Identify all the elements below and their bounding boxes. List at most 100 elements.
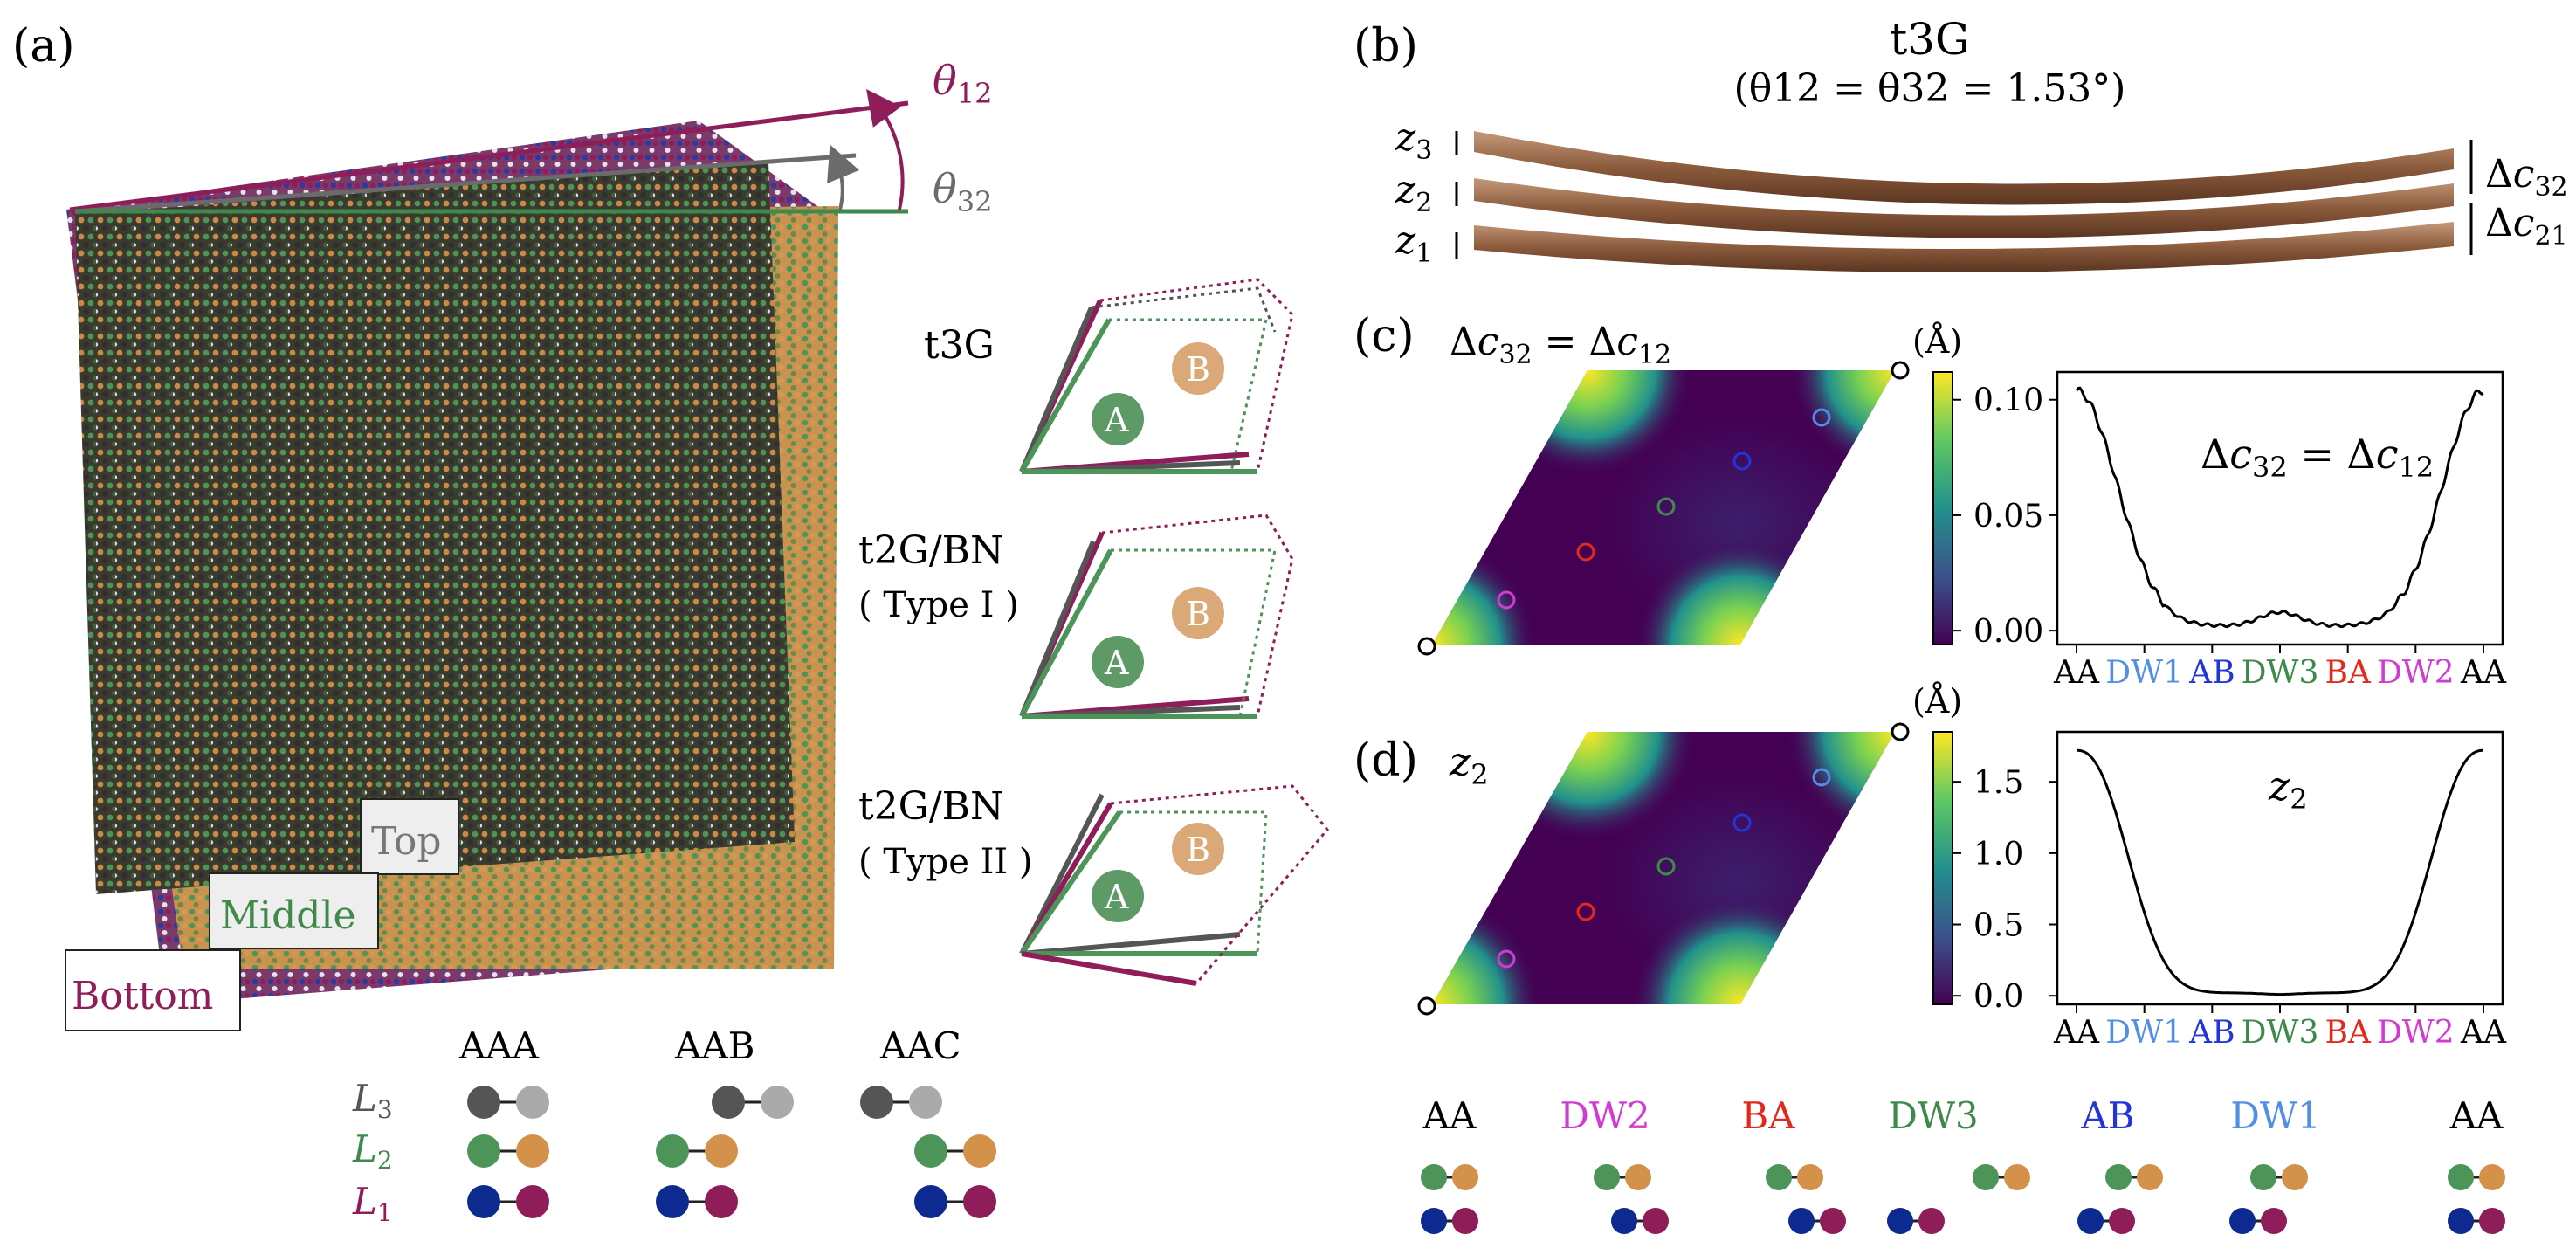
svg-text:Top: Top <box>371 819 442 864</box>
colorbar-d <box>1932 731 1953 1005</box>
panel-label-d: (d) <box>1353 734 1418 787</box>
map-c <box>1432 370 1895 645</box>
site-ba-c <box>1576 542 1595 562</box>
plot-c-label: Δc32 = Δc12 <box>2201 431 2434 484</box>
legend-label: DW1 <box>2230 1094 2321 1137</box>
legend-label: DW2 <box>1560 1094 1650 1137</box>
map-d <box>1432 732 1895 1004</box>
plot-c-yticks: 0.10 0.05 0.00 <box>1953 383 2057 650</box>
x-tick-label: DW2 <box>2377 655 2455 691</box>
y-tick-label: 0.10 <box>1973 383 2043 419</box>
theta12-label: θ12 <box>933 57 992 110</box>
x-tick-label: BA <box>2325 1015 2371 1051</box>
legend-label: AA <box>1422 1094 1477 1137</box>
atom-orange <box>1797 1164 1823 1190</box>
panel-label-a: (a) <box>12 20 75 72</box>
atom-orange <box>1452 1164 1478 1190</box>
x-tick-label: AA <box>2053 1015 2100 1051</box>
schematic-sub: ( Type II ) <box>858 842 1033 882</box>
atom-blue <box>1421 1208 1447 1234</box>
legend-label: AA <box>2449 1094 2504 1137</box>
atom-orange <box>2479 1164 2505 1190</box>
legend-label: DW3 <box>1888 1094 1979 1137</box>
svg-text:Bottom: Bottom <box>72 974 213 1018</box>
panel-d-map-title: z2 <box>1449 738 1489 791</box>
x-tick-label: DW1 <box>2105 655 2183 691</box>
dimer-aac-l2 <box>914 1134 996 1168</box>
tag-top: Top <box>360 798 459 875</box>
site-dw1-d <box>1812 768 1831 787</box>
stack-col-aaa: AAA <box>458 1024 540 1067</box>
panel-c-map-title: Δc32 = Δc12 <box>1450 320 1671 370</box>
top-lattice-layer <box>75 162 795 894</box>
x-tick-label: AB <box>2188 1015 2235 1051</box>
site-ba-d <box>1576 902 1595 921</box>
panel-b-title: t3G <box>1890 14 1970 65</box>
atom-blue <box>1611 1208 1637 1234</box>
atom-green <box>2250 1164 2276 1190</box>
y-tick-label: 1.5 <box>1973 765 2023 801</box>
schematic-t3g: t3G A B <box>924 278 1294 474</box>
atom-green <box>2105 1164 2132 1190</box>
atom-green <box>1973 1164 1999 1190</box>
stack-col-aab: AAB <box>674 1024 755 1067</box>
dimer-aac-l3 <box>860 1086 942 1119</box>
atom-green <box>1766 1164 1792 1190</box>
dimer-aaa-l1 <box>467 1185 549 1218</box>
dimer-aaa-l2 <box>467 1134 549 1168</box>
colorbar-c-unit: (Å) <box>1912 322 1962 361</box>
tag-middle: Middle <box>209 872 379 949</box>
legend-label: AB <box>2080 1094 2134 1137</box>
plot-d-curve <box>2076 748 2484 996</box>
svg-text:A: A <box>1104 878 1129 916</box>
row-l3: L3 <box>352 1077 393 1124</box>
atom-red <box>2261 1208 2287 1234</box>
svg-text:A: A <box>1104 401 1129 439</box>
dimer-aab-l2 <box>656 1134 738 1168</box>
site-dw2-c <box>1497 590 1516 610</box>
svg-text:Middle: Middle <box>220 893 356 938</box>
row-l2: L2 <box>352 1127 393 1175</box>
tag-bottom: Bottom <box>65 949 241 1031</box>
atom-blue <box>2229 1208 2256 1234</box>
atom-red <box>2479 1208 2505 1234</box>
x-tick-label: DW2 <box>2377 1015 2455 1051</box>
map-d-corner-marker-tr <box>1891 722 1910 741</box>
dc32-label: Δc32 <box>2485 152 2568 203</box>
theta32-line <box>74 153 857 214</box>
svg-text:A: A <box>1104 644 1129 682</box>
stacking-legend: AAA AAB AAC L3 L2 L1 <box>352 1024 996 1227</box>
site-dw3-c <box>1656 497 1676 516</box>
schematic-label: t2G/BN <box>858 784 1003 829</box>
panel-b-subtitle: (θ12 = θ32 = 1.53°) <box>1734 66 2126 111</box>
atom-red <box>1918 1208 1945 1234</box>
atom-green <box>2448 1164 2474 1190</box>
map-c-corner-marker-tr <box>1891 361 1910 380</box>
theta12-line <box>69 100 909 212</box>
atom-orange <box>1625 1164 1651 1190</box>
site-ab-d <box>1732 813 1752 832</box>
plot-d-label: z2 <box>2268 762 2308 816</box>
plot-d-xticks: AA DW1 AB DW3 BA DW2 AA <box>2053 1004 2507 1051</box>
plot-d-yticks: 1.5 1.0 0.5 0.0 <box>1953 765 2057 1015</box>
atom-blue <box>1887 1208 1913 1234</box>
svg-text:B: B <box>1186 831 1210 869</box>
x-tick-label: DW3 <box>2242 1015 2319 1051</box>
z1-label: z1 <box>1395 218 1432 269</box>
panel-label-c: (c) <box>1353 310 1415 362</box>
site-dw2-d <box>1497 949 1516 969</box>
site-ab-c <box>1732 452 1752 471</box>
dimer-aab-l1 <box>656 1185 738 1218</box>
x-tick-label: AA <box>2053 655 2100 691</box>
x-tick-label: BA <box>2325 655 2371 691</box>
schematic-label: t3G <box>924 323 995 368</box>
atom-red <box>1452 1208 1478 1234</box>
y-tick-label: 1.0 <box>1973 837 2023 872</box>
dimer-aab-l3 <box>712 1086 794 1119</box>
colorbar-d-unit: (Å) <box>1912 682 1962 721</box>
atom-blue <box>1788 1208 1815 1234</box>
atom-red <box>2109 1208 2135 1234</box>
graphene-ribbons <box>1474 131 2454 273</box>
atom-blue <box>2448 1208 2474 1234</box>
y-tick-label: 0.0 <box>1973 979 2023 1015</box>
